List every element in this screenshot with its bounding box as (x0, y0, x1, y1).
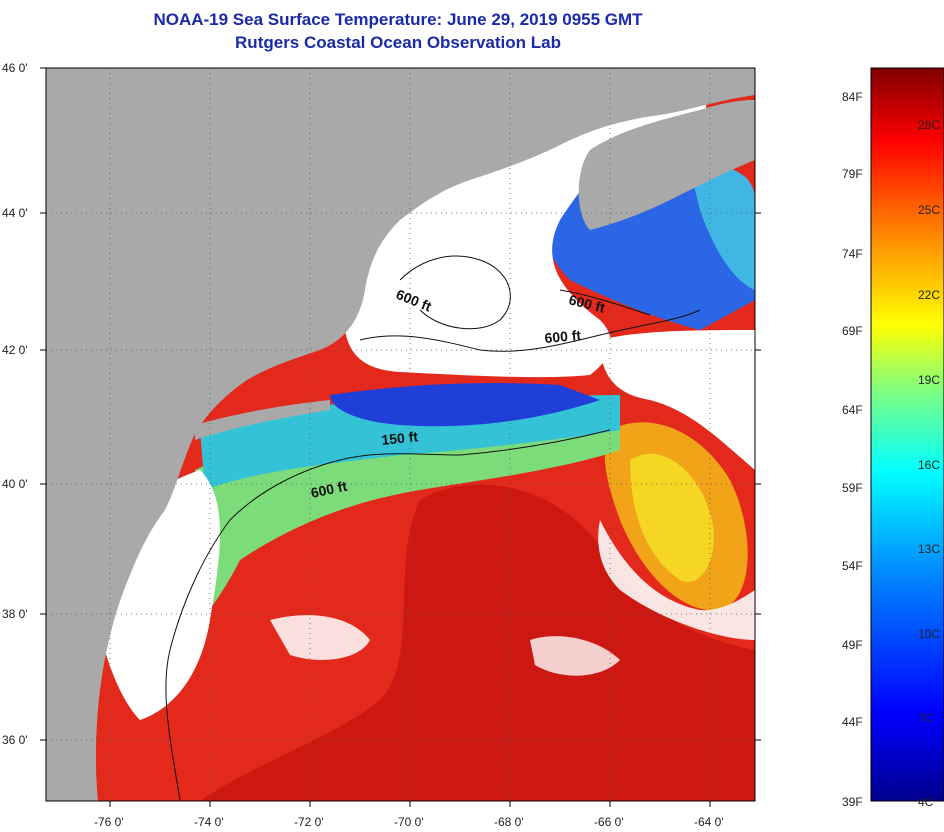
lat-label-38: 38 0' (2, 607, 28, 621)
cb-f-54: 54F (842, 559, 863, 573)
cb-c-28: 28C (918, 118, 940, 132)
depth-label-5: 600 ft (309, 478, 348, 501)
cb-c-22: 22C (918, 288, 940, 302)
map-panel: 600 ft 600 ft 600 ft 150 ft 600 ft (46, 68, 755, 801)
lat-label-42: 42 0' (2, 343, 28, 357)
chart-title: NOAA-19 Sea Surface Temperature: June 29… (153, 10, 643, 29)
chart-subtitle: Rutgers Coastal Ocean Observation Lab (235, 33, 561, 52)
lon-label-64: -64 0' (694, 815, 724, 829)
cb-c-7: 7C (918, 711, 934, 725)
lon-label-74: -74 0' (194, 815, 224, 829)
land-mass (46, 68, 755, 801)
depth-contours (165, 255, 701, 801)
lat-label-44: 44 0' (2, 206, 28, 220)
cb-f-44: 44F (842, 715, 863, 729)
nova-scotia (578, 100, 755, 230)
colorbar (870, 67, 944, 802)
graticule (46, 68, 755, 801)
lon-label-72: -72 0' (294, 815, 324, 829)
cb-f-49: 49F (842, 638, 863, 652)
cb-c-10: 10C (918, 627, 940, 641)
cb-f-69: 69F (842, 324, 863, 338)
lon-label-66: -66 0' (594, 815, 624, 829)
cb-c-16: 16C (918, 458, 940, 472)
axis-ticks (40, 67, 761, 807)
cb-c-25: 25C (918, 203, 940, 217)
cloud-patch-1 (270, 615, 370, 660)
cb-f-79: 79F (842, 167, 863, 181)
depth-label-4: 150 ft (381, 428, 419, 448)
map-frame (45, 67, 756, 802)
long-island (195, 400, 330, 440)
lon-label-76: -76 0' (94, 815, 124, 829)
cold-water-band (330, 383, 600, 427)
depth-label-3: 600 ft (544, 327, 582, 346)
warm-eddy-core (630, 453, 714, 582)
lat-label-46: 46 0' (2, 61, 28, 75)
lat-label-36: 36 0' (2, 733, 28, 747)
lon-label-70: -70 0' (394, 815, 424, 829)
cb-f-84: 84F (842, 90, 863, 104)
lon-label-68: -68 0' (494, 815, 524, 829)
cloud-cover-east (600, 330, 755, 470)
scotian-shelf-water (690, 166, 755, 290)
cb-f-64: 64F (842, 403, 863, 417)
lat-label-40: 40 0' (2, 477, 28, 491)
cb-f-39: 39F (842, 795, 863, 809)
cb-c-13: 13C (918, 542, 940, 556)
cb-f-74: 74F (842, 247, 863, 261)
cb-f-59: 59F (842, 481, 863, 495)
cloud-patch-2 (530, 636, 620, 676)
hot-water-core (200, 484, 755, 801)
cb-c-4: 4C (918, 795, 934, 809)
cb-c-19: 19C (918, 373, 940, 387)
cloud-cover-southeast (598, 520, 755, 640)
